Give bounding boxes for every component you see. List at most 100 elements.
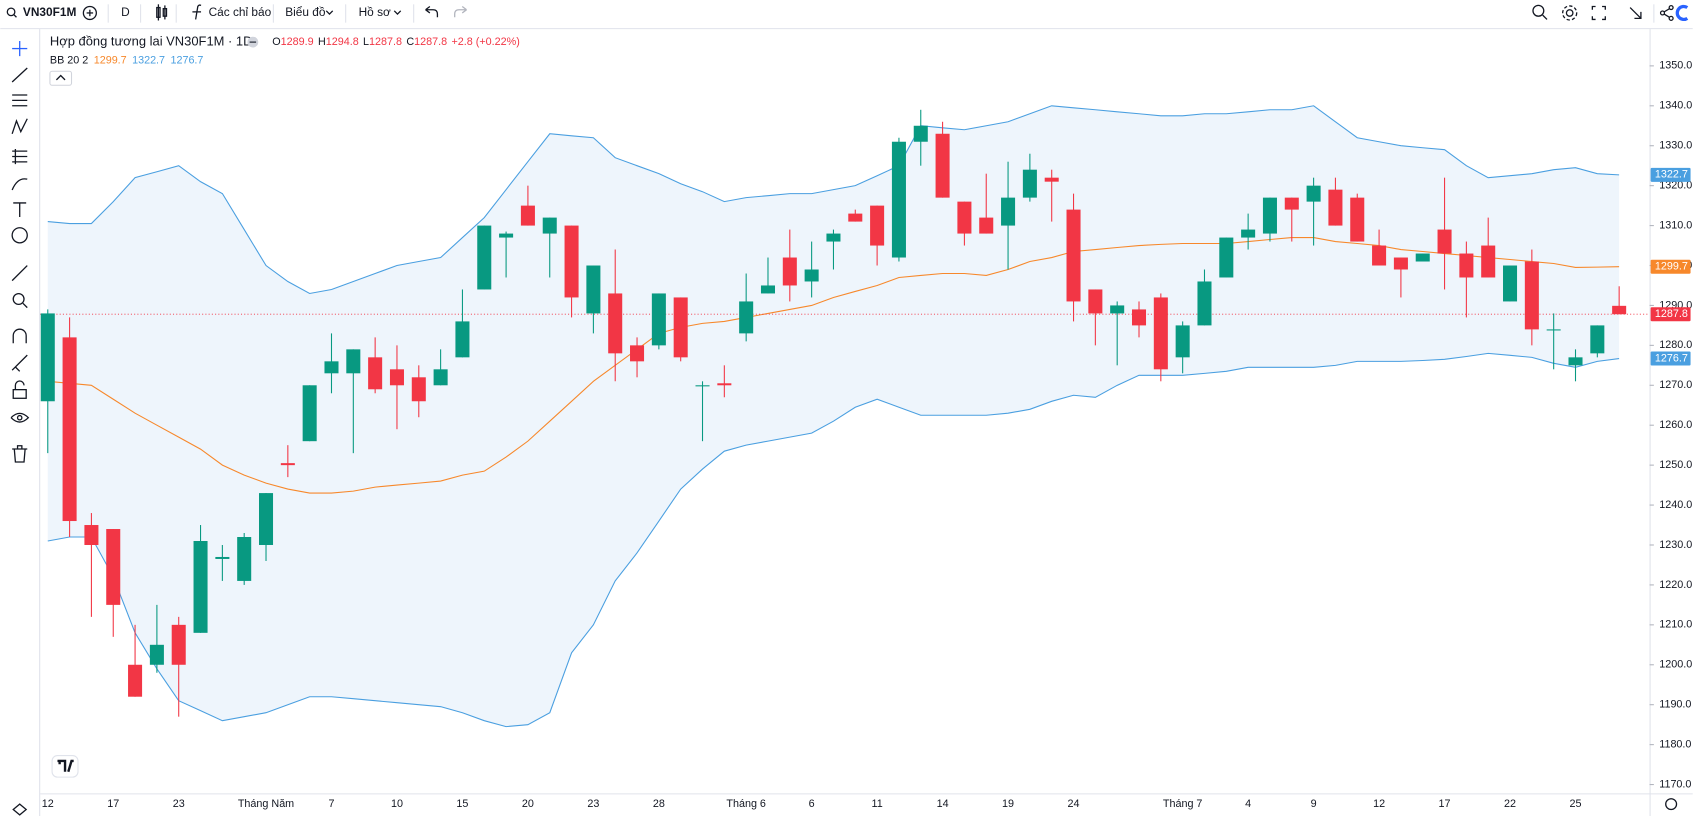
candle bbox=[411, 365, 426, 418]
indicators-button[interactable]: Các chỉ báo bbox=[209, 5, 272, 19]
emoji-tool[interactable] bbox=[11, 227, 28, 244]
forecast-tool[interactable] bbox=[12, 148, 28, 165]
candle-body bbox=[586, 265, 601, 314]
candle bbox=[1284, 197, 1299, 242]
fib-tool[interactable] bbox=[12, 94, 28, 107]
snapshot-icon[interactable] bbox=[1629, 7, 1642, 19]
candle-body bbox=[1568, 357, 1583, 366]
share-icon[interactable] bbox=[1659, 4, 1674, 21]
axis-settings[interactable] bbox=[1665, 798, 1678, 811]
candle bbox=[1219, 237, 1234, 278]
y-tick-label: 1190.0 bbox=[1659, 699, 1691, 711]
candle bbox=[826, 229, 841, 270]
crosshair-tool[interactable] bbox=[12, 41, 28, 57]
y-tick-label: 1200.0 bbox=[1659, 659, 1692, 671]
undo-icon[interactable] bbox=[425, 5, 439, 18]
x-tick-label: 25 bbox=[1570, 798, 1582, 810]
candle-body bbox=[1175, 325, 1190, 358]
settings-icon[interactable] bbox=[1562, 5, 1578, 21]
symbol[interactable]: VN30F1M bbox=[23, 5, 77, 19]
candle-body bbox=[1328, 189, 1343, 226]
left-toolbar bbox=[10, 29, 41, 816]
candle bbox=[695, 381, 710, 442]
candle bbox=[1088, 289, 1103, 346]
candle bbox=[739, 273, 754, 342]
candle bbox=[1175, 321, 1190, 374]
chart-style-button[interactable]: Biểu đồ bbox=[285, 5, 326, 19]
interval[interactable]: D bbox=[121, 5, 130, 19]
collapse-button[interactable] bbox=[49, 70, 73, 86]
band-line bbox=[47, 352, 1620, 728]
y-tick-label: 1290.0 bbox=[1659, 299, 1692, 311]
candle bbox=[651, 293, 666, 350]
lock-tool[interactable] bbox=[12, 380, 27, 399]
candle-body bbox=[1262, 197, 1277, 234]
layers-icon[interactable] bbox=[12, 803, 28, 816]
candle bbox=[1546, 313, 1561, 370]
x-tick-label: Tháng 7 bbox=[1163, 798, 1203, 810]
candle-body bbox=[215, 556, 230, 559]
tv-logo-glyph bbox=[57, 759, 74, 773]
candle-body bbox=[1612, 305, 1627, 315]
ohlc-value: 1287.8 bbox=[414, 36, 447, 48]
candle bbox=[106, 529, 121, 637]
x-tick-label: 10 bbox=[391, 798, 403, 810]
measure-tool[interactable] bbox=[11, 265, 28, 282]
x-tick-label: 28 bbox=[653, 798, 665, 810]
price-tag-label: 1287.8 bbox=[1655, 308, 1688, 320]
candle-body bbox=[520, 205, 535, 226]
candle-body bbox=[1001, 197, 1016, 226]
text-tool[interactable] bbox=[13, 202, 27, 217]
indicators-icon[interactable] bbox=[192, 4, 202, 20]
candle bbox=[1393, 257, 1408, 298]
candle bbox=[84, 513, 99, 617]
redo-icon[interactable] bbox=[454, 5, 467, 18]
candle bbox=[1350, 193, 1365, 242]
candle bbox=[1372, 229, 1387, 266]
candle-body bbox=[804, 269, 819, 282]
candle bbox=[542, 217, 557, 278]
zoom-tool[interactable] bbox=[12, 292, 28, 309]
trendline-tool[interactable] bbox=[11, 67, 28, 83]
price-tag bbox=[1650, 167, 1691, 182]
candle bbox=[455, 289, 470, 358]
delete-tool[interactable] bbox=[12, 445, 28, 463]
pattern-tool[interactable] bbox=[11, 118, 28, 135]
zoom-icon[interactable] bbox=[1532, 4, 1548, 20]
stay-drawing-tool[interactable] bbox=[11, 354, 28, 372]
x-tick-label: 19 bbox=[1002, 798, 1014, 810]
hide-tool[interactable] bbox=[10, 412, 30, 423]
fullscreen-icon[interactable] bbox=[1591, 5, 1606, 21]
x-tick-label: 6 bbox=[809, 798, 815, 810]
price-tag-label: 1299.7 bbox=[1655, 261, 1688, 273]
candle-body bbox=[1131, 309, 1147, 326]
search-icon[interactable] bbox=[6, 7, 17, 18]
candle-body bbox=[608, 293, 623, 354]
candle-body bbox=[1241, 229, 1256, 238]
price-tag bbox=[1650, 351, 1691, 366]
candle-body bbox=[1415, 253, 1430, 262]
candle-body bbox=[1197, 281, 1212, 326]
candle-body bbox=[1503, 265, 1518, 302]
candle bbox=[1524, 249, 1539, 346]
compare-icon[interactable] bbox=[82, 5, 97, 21]
indicator-name: BB 20 2 bbox=[50, 54, 88, 66]
candle-body bbox=[891, 141, 906, 258]
y-tick-label: 1350.0 bbox=[1659, 60, 1692, 72]
candle bbox=[1415, 253, 1430, 262]
candle-style-icon[interactable] bbox=[156, 4, 168, 21]
candle-body bbox=[84, 525, 99, 545]
profile-button[interactable]: Hồ sơ bbox=[359, 5, 391, 19]
candle-body bbox=[782, 257, 797, 286]
candle-body bbox=[1372, 245, 1387, 266]
candle-body bbox=[1546, 329, 1561, 331]
candle bbox=[259, 493, 274, 561]
candle-body bbox=[1459, 253, 1474, 278]
brush-tool[interactable] bbox=[11, 178, 28, 191]
candle bbox=[760, 257, 776, 294]
candle bbox=[979, 173, 994, 234]
candle bbox=[302, 385, 317, 442]
candle-body bbox=[237, 537, 252, 581]
candle-body bbox=[848, 213, 863, 222]
magnet-tool[interactable] bbox=[12, 328, 27, 344]
